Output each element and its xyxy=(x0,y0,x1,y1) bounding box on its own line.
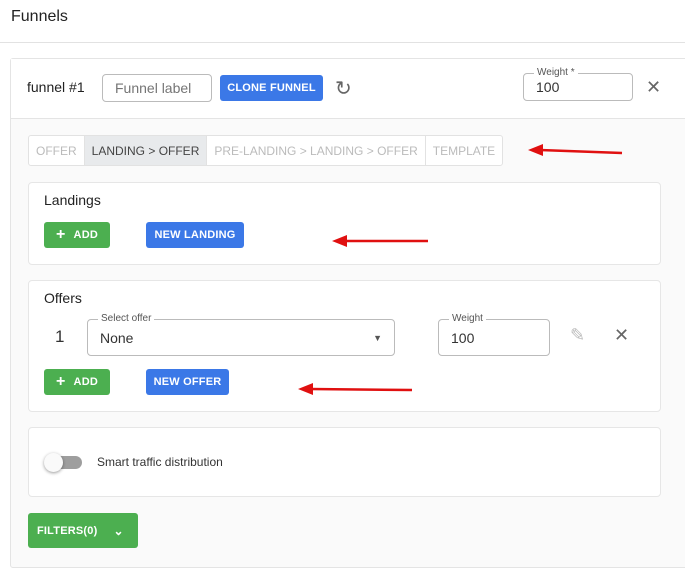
smart-traffic-toggle[interactable] xyxy=(44,453,82,472)
offer-weight-value: 100 xyxy=(451,329,475,346)
chevron-down-icon: ⌄ xyxy=(113,523,124,538)
funnel-label-input[interactable] xyxy=(102,74,212,102)
smart-traffic-label: Smart traffic distribution xyxy=(97,455,223,469)
dropdown-arrow-icon: ▼ xyxy=(373,332,382,343)
new-landing-button[interactable]: NEW LANDING xyxy=(146,222,244,248)
weight-value: 100 xyxy=(536,79,560,95)
tab-template[interactable]: TEMPLATE xyxy=(432,143,496,158)
filters-button[interactable]: FILTERS(0) ⌄ xyxy=(28,513,138,548)
offer-weight-label: Weight xyxy=(449,313,486,324)
annotation-arrow xyxy=(539,148,623,155)
page-title: Funnels xyxy=(11,8,68,25)
tab-landing-offer[interactable]: LANDING > OFFER xyxy=(84,136,208,165)
funnel-type-tabs: OFFER LANDING > OFFER PRE-LANDING > LAND… xyxy=(28,135,504,166)
landings-title: Landings xyxy=(44,192,101,208)
landings-section xyxy=(28,182,661,265)
offers-title: Offers xyxy=(44,290,82,306)
weight-label: Weight * xyxy=(534,67,578,78)
offer-weight-input[interactable]: Weight 100 xyxy=(438,313,550,356)
select-offer-value: None xyxy=(100,329,134,346)
select-offer-dropdown[interactable]: Select offer None ▼ xyxy=(87,313,395,356)
smart-section xyxy=(28,427,661,497)
clone-funnel-button[interactable]: CLONE FUNNEL xyxy=(220,75,323,101)
refresh-icon[interactable]: ↻ xyxy=(335,78,352,100)
divider xyxy=(0,42,685,43)
offer-index: 1 xyxy=(55,327,65,346)
add-offer-button[interactable]: + ADD xyxy=(44,369,110,395)
new-offer-button[interactable]: NEW OFFER xyxy=(146,369,229,395)
annotation-arrow xyxy=(309,387,413,392)
tab-offer[interactable]: OFFER xyxy=(29,136,85,165)
select-offer-label: Select offer xyxy=(98,313,155,324)
close-icon[interactable]: ✕ xyxy=(646,77,662,97)
edit-pencil-icon[interactable]: ✎ xyxy=(570,325,586,345)
tab-prelanding-landing-offer[interactable]: PRE-LANDING > LANDING > OFFER xyxy=(207,136,426,165)
funnel-name: funnel #1 xyxy=(27,79,85,95)
add-landing-button[interactable]: + ADD xyxy=(44,222,110,248)
funnel-weight-input[interactable]: Weight * 100 xyxy=(523,67,633,101)
remove-offer-icon[interactable]: ✕ xyxy=(614,325,630,345)
